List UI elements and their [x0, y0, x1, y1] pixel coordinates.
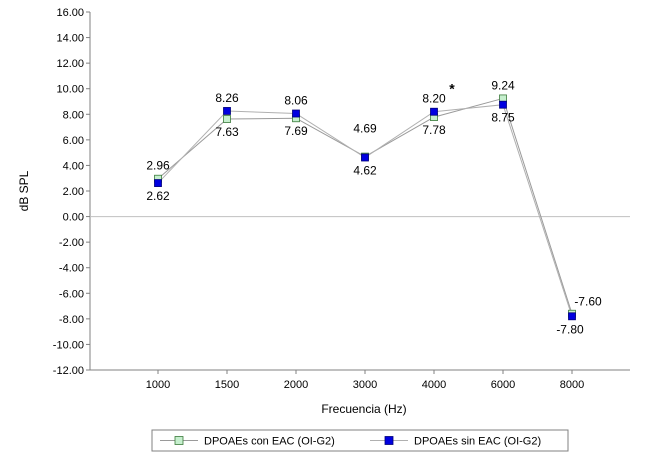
y-tick-label: 16.00	[56, 7, 84, 19]
y-tick-label: -8.00	[59, 314, 84, 326]
y-tick-label: -4.00	[59, 263, 84, 275]
data-label: 4.62	[353, 164, 377, 178]
series-2-point	[430, 107, 438, 116]
data-label: 9.24	[491, 78, 515, 92]
data-label: 4.69	[353, 122, 377, 136]
y-tick-label: 0.00	[63, 212, 84, 224]
x-tick-label: 1500	[215, 379, 239, 391]
legend-label-2: DPOAEs sin EAC (OI-G2)	[414, 436, 541, 448]
legend-label-1: DPOAEs con EAC (OI-G2)	[204, 436, 335, 448]
series-2-point	[568, 312, 576, 321]
series-2-point	[154, 179, 162, 187]
x-tick-label: 6000	[491, 379, 515, 391]
y-tick-label: 4.00	[63, 160, 84, 172]
y-tick-label: 14.00	[56, 33, 84, 45]
series-2-point	[223, 107, 231, 115]
y-tick-label: -12.00	[53, 365, 84, 377]
x-tick-label: 2000	[284, 379, 308, 391]
x-axis-title: Frecuencia (Hz)	[321, 402, 406, 416]
data-label: 8.26	[215, 91, 239, 105]
y-tick-label: 12.00	[56, 58, 84, 70]
data-label: -7.60	[574, 295, 602, 309]
x-tick-label: 3000	[353, 379, 377, 391]
data-label: 7.69	[284, 124, 308, 138]
data-label: 8.06	[284, 94, 308, 108]
legend-marker-2	[384, 436, 394, 445]
y-tick-label: 10.00	[56, 84, 84, 96]
data-label: 7.63	[215, 125, 239, 139]
x-tick-label: 4000	[422, 379, 446, 391]
x-axis-ticks: 1000 1500 2000 3000 4000 6000 8000	[146, 370, 584, 391]
series-2-point	[361, 153, 369, 162]
series-points	[154, 94, 576, 321]
data-label: 8.75	[491, 111, 515, 125]
y-tick-label: 6.00	[63, 135, 84, 147]
y-tick-label: 2.00	[63, 186, 84, 198]
data-label: 8.20	[422, 92, 446, 106]
y-tick-label: -2.00	[59, 237, 84, 249]
y-tick-label: -10.00	[53, 339, 84, 351]
annotation-asterisk: *	[449, 81, 455, 97]
y-axis-title: dB SPL	[17, 170, 31, 211]
data-label: 7.78	[422, 123, 446, 137]
y-tick-label: -6.00	[59, 288, 84, 300]
legend-box	[151, 429, 569, 452]
y-tick-label: 8.00	[63, 109, 84, 121]
series-2-point	[292, 109, 300, 118]
series-1-point	[223, 115, 231, 123]
y-axis-ticks: 16.00 14.00 12.00 10.00 8.00 6.00 4.00 2.00 0.00…	[53, 7, 90, 377]
x-tick-label: 8000	[560, 379, 584, 391]
series-2-point	[499, 100, 507, 109]
data-label: -7.80	[556, 322, 584, 336]
data-labels: 2.96 2.62 8.26 7.63 8.06 7.69 4.69 4.62 8.20 7.78…	[146, 78, 602, 336]
x-tick-label: 1000	[146, 379, 170, 391]
data-label: 2.62	[146, 189, 170, 203]
data-label: 2.96	[146, 159, 170, 173]
legend-marker-1	[174, 436, 184, 445]
legend: DPOAEs con EAC (OI-G2) DPOAEs sin EAC (OI…	[151, 429, 569, 452]
